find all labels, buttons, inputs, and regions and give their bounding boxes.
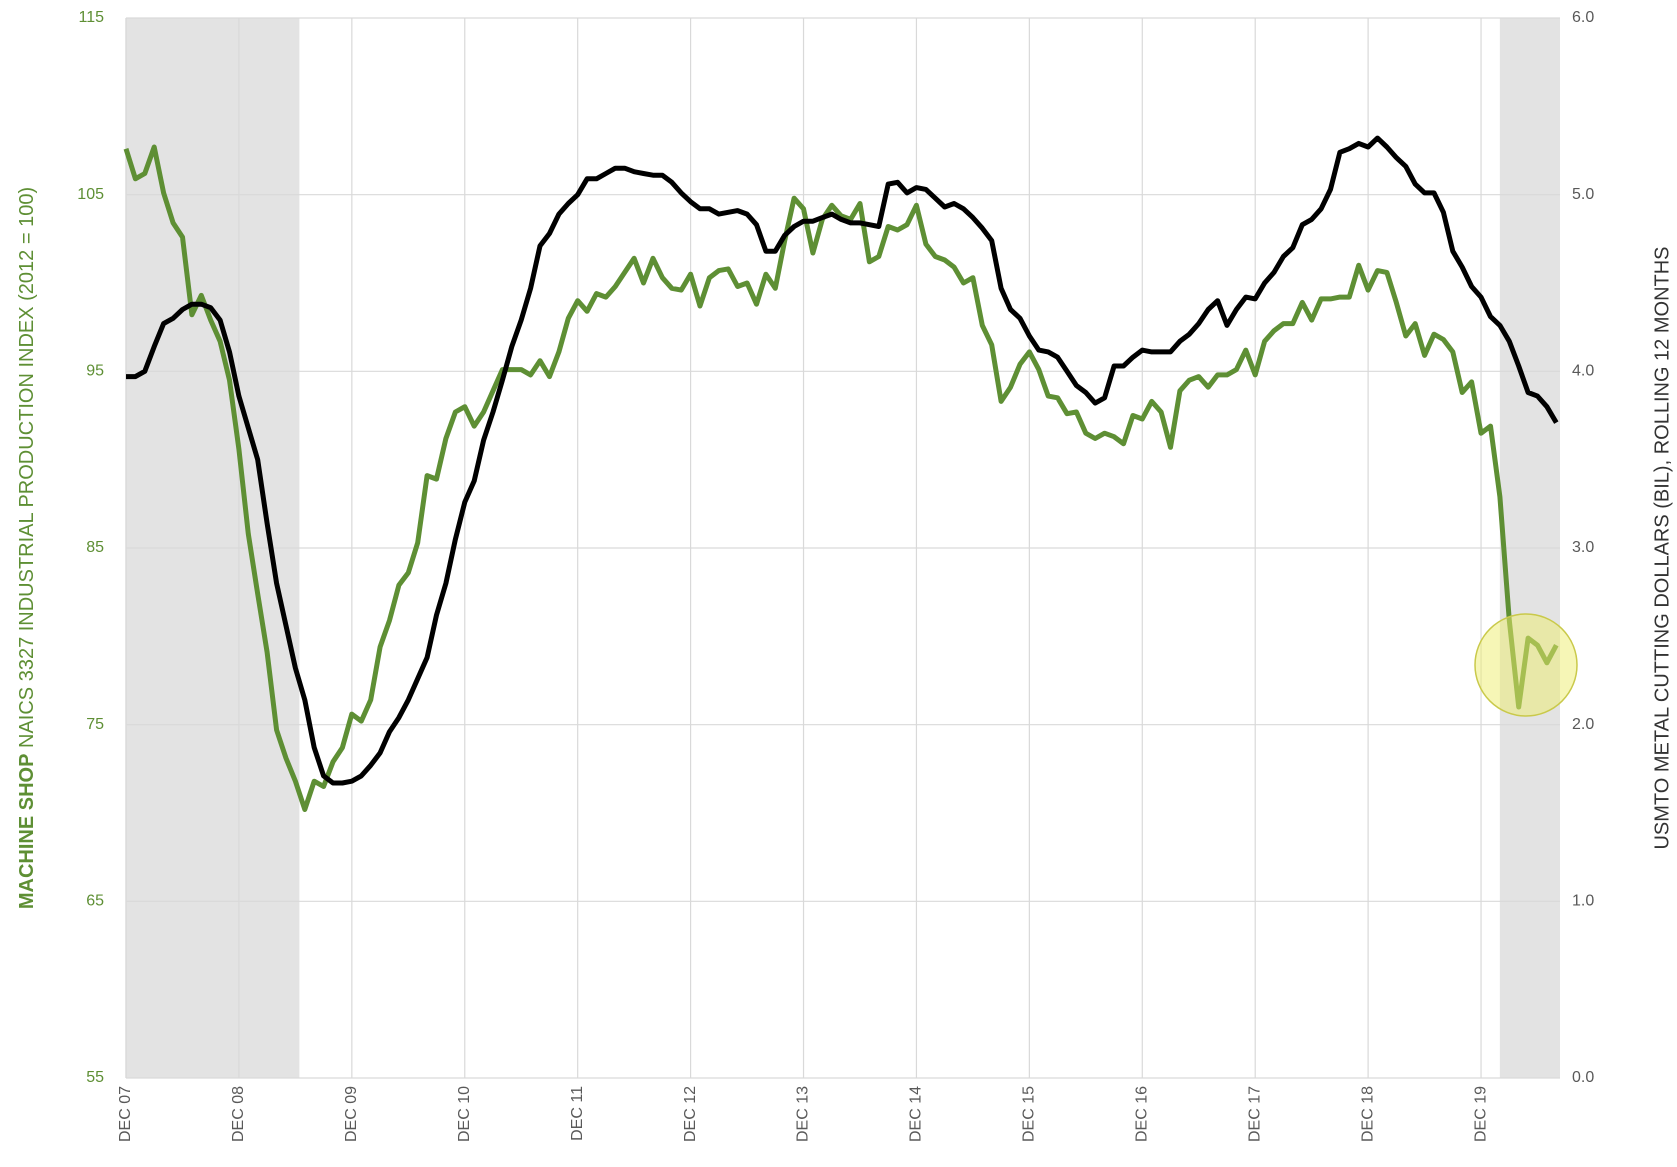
grid [125, 17, 1560, 1079]
x-tick-label: DEC 13 [795, 1086, 812, 1142]
highlight-circle [1474, 613, 1578, 717]
y2-tick-label: 3.0 [1572, 539, 1594, 556]
y-tick-label: 115 [78, 9, 104, 26]
x-tick-label: DEC 17 [1246, 1086, 1263, 1142]
y-tick-label: 55 [86, 1069, 104, 1086]
y2-tick-label: 2.0 [1572, 716, 1594, 733]
y-tick-label: 95 [86, 363, 104, 380]
y-tick-label: 85 [86, 539, 104, 556]
x-tick-label: DEC 08 [230, 1086, 247, 1142]
x-tick-label: DEC 11 [569, 1086, 586, 1141]
x-tick-label: DEC 10 [456, 1086, 473, 1142]
y-axis-label-bold: MACHINE SHOP [16, 754, 38, 910]
x-tick-label: DEC 16 [1133, 1086, 1150, 1142]
y-tick-label: 75 [86, 716, 104, 733]
x-tick-label: DEC 15 [1021, 1086, 1038, 1142]
x-tick-label: DEC 12 [682, 1086, 699, 1142]
x-tick-label: DEC 14 [908, 1086, 925, 1142]
y2-axis-label: USMTO METAL CUTTING DOLLARS (BIL), ROLLI… [1651, 246, 1673, 849]
y2-tick-label: 6.0 [1572, 9, 1594, 26]
y2-tick-label: 0.0 [1572, 1069, 1594, 1086]
x-tick-label: DEC 18 [1359, 1086, 1376, 1142]
y2-tick-label: 1.0 [1572, 893, 1594, 910]
y2-tick-label: 4.0 [1572, 363, 1594, 380]
x-tick-label: DEC 07 [117, 1086, 134, 1142]
labels: 55 65 75 85 95 105 115 0.0 1.0 2.0 3.0 4.0 5.0 6.0 DEC… [77, 9, 1594, 1142]
y-axis-label: MACHINE SHOP NAICS 3327 INDUSTRIAL PRODU… [16, 187, 38, 909]
series-line [126, 135, 1559, 786]
x-tick-label: DEC 09 [343, 1086, 360, 1142]
y-tick-label: 65 [86, 893, 104, 910]
series-line [123, 144, 1559, 812]
x-tick-label: DEC 19 [1472, 1086, 1489, 1142]
lines [123, 135, 1559, 812]
y-tick-label: 105 [77, 186, 104, 203]
y-axis-label-rest: NAICS 3327 INDUSTRIAL PRODUCTION INDEX (… [16, 187, 38, 748]
y2-tick-label: 5.0 [1572, 186, 1594, 203]
